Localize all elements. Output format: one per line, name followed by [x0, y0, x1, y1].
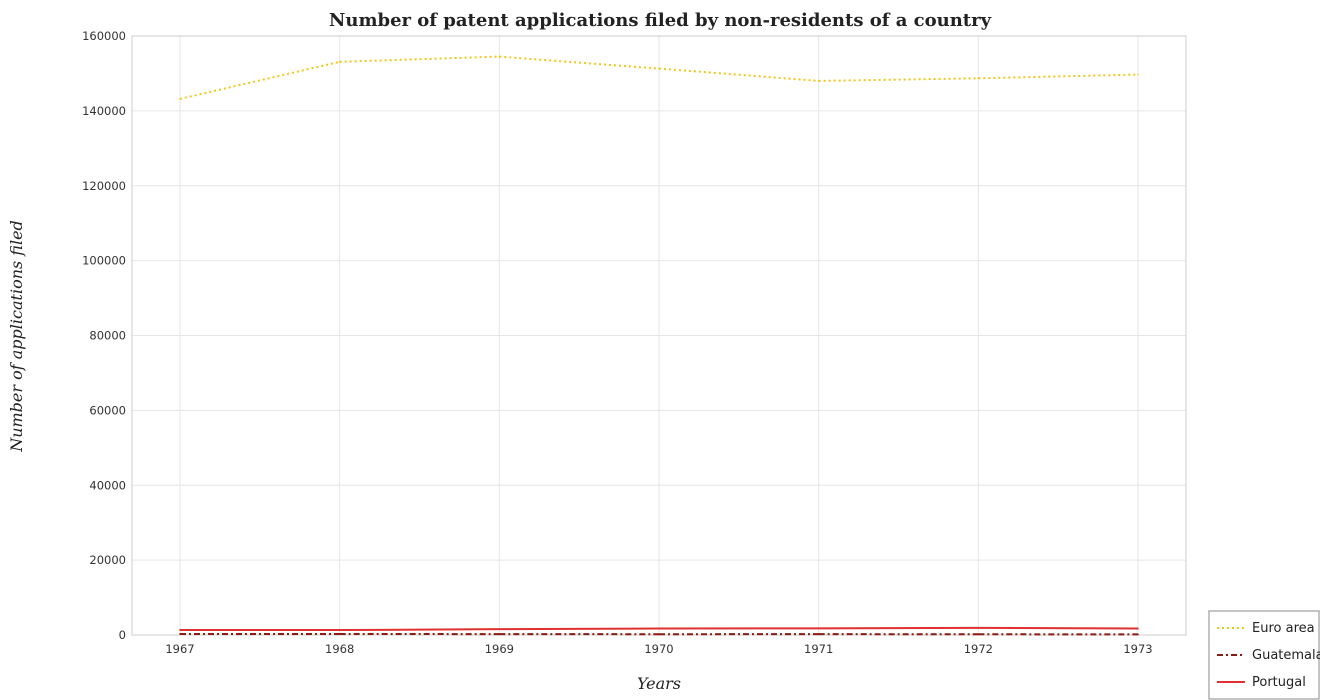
x-tick-label: 1970 [644, 642, 673, 656]
data-point [498, 628, 501, 630]
series-segment [339, 55, 500, 63]
data-point [817, 633, 820, 635]
series-portugal [179, 626, 1139, 632]
data-point [817, 627, 820, 630]
data-point [179, 629, 181, 631]
series-segment [499, 55, 660, 70]
series-segment [179, 60, 340, 100]
data-point [338, 633, 341, 635]
data-point [658, 633, 660, 636]
x-tick-label: 1972 [964, 642, 993, 656]
data-point [338, 61, 341, 63]
data-point [338, 629, 341, 631]
y-axis-label: Number of applications filed [7, 220, 26, 453]
legend-label: Portugal [1252, 675, 1306, 690]
x-tick-label: 1967 [165, 642, 194, 656]
chart-title: Number of patent applications filed by n… [329, 10, 992, 31]
data-point [977, 633, 980, 636]
legend-label: Euro area [1252, 621, 1315, 636]
data-point [658, 67, 660, 70]
series-segment [818, 77, 979, 82]
series-guatemala [179, 632, 1139, 636]
y-axis-ticks: 0 20000 40000 60000 80000 100000 120000 140000 1… [82, 29, 126, 642]
x-tick-label: 1973 [1123, 642, 1152, 656]
series-segment [978, 626, 1139, 630]
x-tick-label: 1969 [485, 642, 514, 656]
series-segment [658, 67, 819, 82]
x-tick-label: 1968 [325, 642, 354, 656]
series-segment [499, 627, 660, 631]
data-point [498, 55, 501, 58]
y-tick-label: 60000 [89, 403, 126, 417]
data-point [1137, 627, 1139, 630]
series-segment [339, 628, 500, 632]
data-point [1137, 633, 1139, 636]
x-axis-label: Years [637, 674, 681, 693]
grid [132, 35, 1186, 636]
y-tick-label: 0 [119, 628, 126, 642]
x-axis-ticks: 1967 1968 1969 1970 1971 1972 1973 [165, 642, 1152, 656]
x-tick-label: 1971 [804, 642, 833, 656]
data-point [179, 633, 181, 635]
y-tick-label: 20000 [89, 553, 126, 567]
y-tick-label: 140000 [82, 104, 126, 118]
y-tick-label: 120000 [82, 179, 126, 193]
series-segment [978, 73, 1139, 80]
legend: Euro area Guatemala Portugal [1208, 610, 1320, 700]
data-point [977, 627, 980, 629]
data-point [498, 633, 501, 635]
series-layer [179, 55, 1139, 636]
data-point [1137, 73, 1139, 76]
data-point [658, 627, 660, 630]
y-tick-label: 40000 [89, 478, 126, 492]
y-tick-label: 80000 [89, 329, 126, 343]
data-point [977, 77, 980, 80]
y-tick-label: 160000 [82, 29, 126, 43]
data-point [179, 98, 181, 100]
series-euro-area [179, 55, 1139, 100]
data-point [817, 80, 820, 82]
legend-label: Guatemala [1252, 648, 1320, 663]
y-tick-label: 100000 [82, 254, 126, 268]
